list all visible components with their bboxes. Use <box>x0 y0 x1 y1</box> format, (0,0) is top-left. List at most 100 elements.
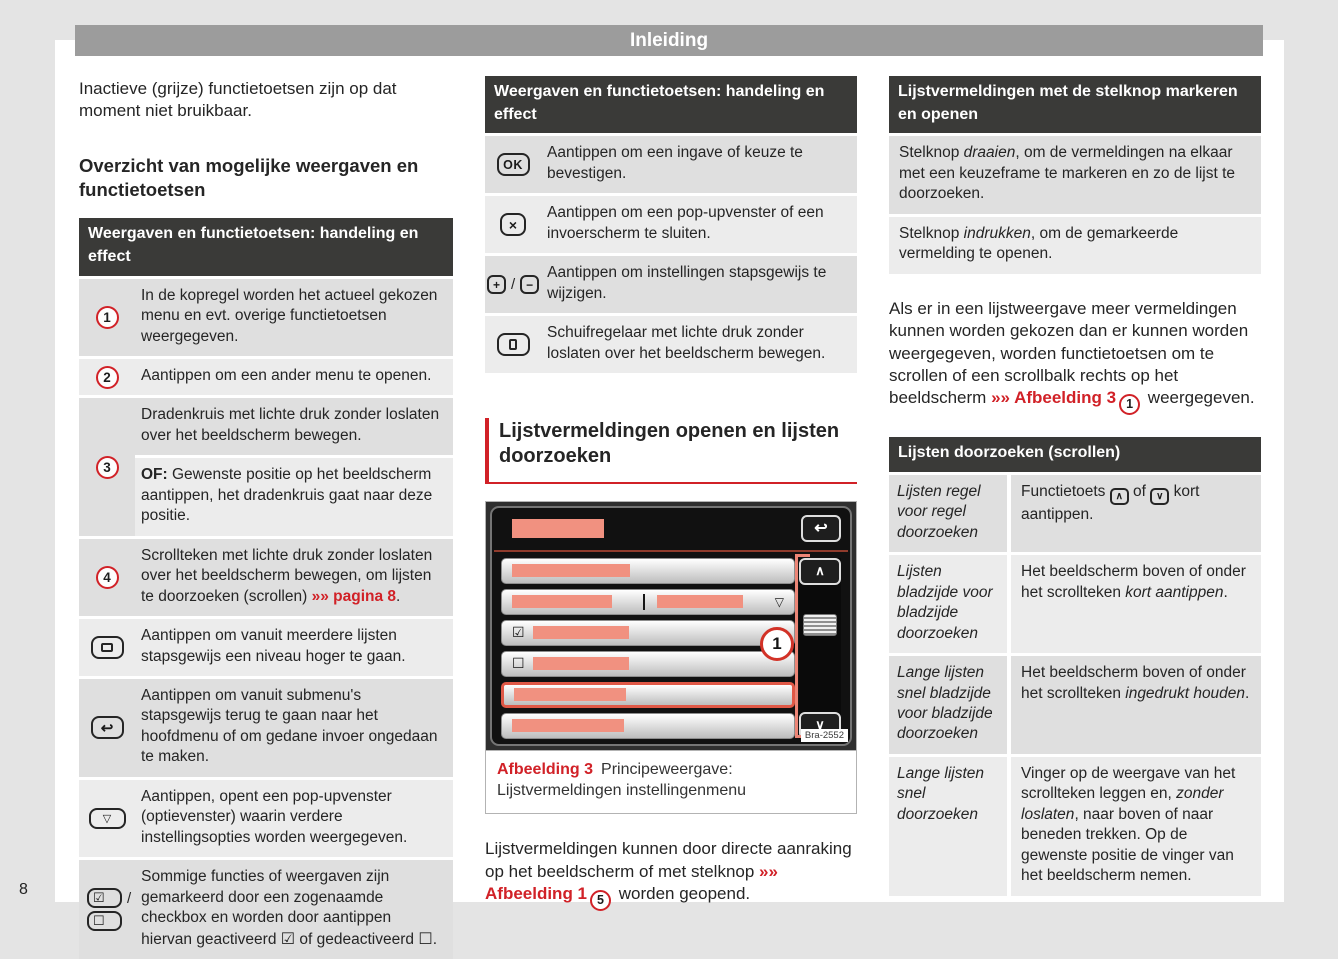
figure-code: Bra-2552 <box>800 728 848 742</box>
icon-cell: 4 <box>79 539 135 616</box>
circled-2-icon: 2 <box>95 365 119 389</box>
row-text: OF: Gewenste positie op het beeldscherm … <box>135 458 453 536</box>
table-row: ▽ Aantippen, opent een pop-upvenster (op… <box>79 779 453 858</box>
row-text-part: , naar boven of naar beneden trekken. Op… <box>1021 805 1234 885</box>
row-text-part: Scrollteken met lichte druk zonder losla… <box>141 546 433 605</box>
middle-table: Weergaven en functietoetsen: handeling e… <box>485 76 857 374</box>
plus-icon: + <box>487 275 506 295</box>
text-placeholder <box>512 719 624 733</box>
row-text-stack: Dradenkruis met lichte druk zonder losla… <box>135 398 453 536</box>
paragraph-part: Lijstvermeldingen kunnen door directe aa… <box>485 839 852 881</box>
row-text-part: kort aantippen. <box>1021 482 1200 524</box>
table-row: 2 Aantippen om een ander menu te openen. <box>79 359 453 396</box>
table-row: OK Aantippen om een ingave of keuze te b… <box>485 136 857 194</box>
row-text-part: of <box>1128 482 1151 500</box>
row-text: Aantippen om een ingave of keuze te beve… <box>547 144 803 182</box>
row-text-part: , om de gemarkeerde vermelding te openen… <box>899 224 1179 263</box>
emphasis-ingedrukt-houden: ingedrukt houden <box>1125 684 1246 702</box>
slash-separator: / <box>127 889 132 907</box>
afbeelding-1-link[interactable]: »» Afbeelding 1 <box>485 861 778 904</box>
text-placeholder <box>514 688 626 702</box>
screen-list: ▽ ☑ ☐ <box>501 557 795 739</box>
table-row: 1 In de kopregel worden het actueel geko… <box>79 278 453 357</box>
paragraph-part: weergegeven. <box>1143 388 1255 408</box>
row-label: Lange lijsten snel bladzijde voor bladzi… <box>889 656 1007 754</box>
checkbox-checked-icon: ☑ <box>87 888 122 909</box>
ok-button-icon: OK <box>496 153 530 177</box>
icon-cell: ☑ / ☐ <box>79 860 135 959</box>
icon-cell: × <box>485 196 541 253</box>
table-row: + / − Aantippen om instellingen stapsgew… <box>485 256 857 314</box>
scrollbar-thumb <box>803 613 837 636</box>
row-text-part: of gedeactiveerd <box>295 930 419 948</box>
emphasis-kort-aantippen: kort aantippen <box>1125 583 1224 601</box>
row-label: Lijsten regel voor regel doorzoeken <box>889 474 1007 553</box>
window-glyph <box>101 643 113 653</box>
icon-cell: 1 <box>79 279 135 356</box>
circled-1-ref: 1 <box>1119 394 1141 416</box>
table-row: 4 Scrollteken met lichte druk zonder los… <box>79 538 453 617</box>
icon-cell <box>485 316 541 373</box>
middle-paragraph: Lijstvermeldingen kunnen door directe aa… <box>485 838 857 912</box>
row-text-part: Het beeldscherm boven of onder het scrol… <box>1021 563 1246 601</box>
checkbox-unchecked-icon: ☐ <box>512 655 525 672</box>
right-table-1: Lijstvermeldingen met de stelknop marker… <box>889 76 1261 274</box>
row-text: Sommige functies of weergaven zijn gemar… <box>135 860 453 959</box>
table-row: Lange lijsten snel bladzijde voor bladzi… <box>889 656 1261 754</box>
right-table-2-header: Lijsten doorzoeken (scrollen) <box>889 437 1261 472</box>
text-placeholder <box>512 564 630 578</box>
slash-separator: / <box>511 276 516 294</box>
row-text: Stelknop indrukken, om de gemarkeerde ve… <box>889 217 1261 274</box>
icon-cell: 2 <box>79 359 135 395</box>
left-column: Inactieve (grijze) functietoetsen zijn o… <box>79 76 453 959</box>
checkbox-unchecked-icon: ☐ <box>87 911 122 932</box>
icon-cell: + / − <box>485 256 541 313</box>
text-placeholder <box>532 657 629 671</box>
screen-title-placeholder <box>512 518 604 538</box>
row-text: Vinger op de weergave van het scrollteke… <box>1011 756 1261 896</box>
row-text-part: Het beeldscherm boven of onder het scrol… <box>1021 664 1246 702</box>
slider-handle-glyph <box>509 339 517 351</box>
figure-3: ↩ ▽ ☑ <box>485 500 857 815</box>
emphasis-zonder-loslaten: zonder loslaten <box>1021 785 1224 823</box>
row-text: Functietoets ∧ of ∨ kort aantippen. <box>1011 474 1261 553</box>
text-placeholder <box>512 595 612 609</box>
scrollbar: ∧ ∨ <box>799 557 841 739</box>
table-row: ↩ Aantippen om vanuit submenu's stapsgew… <box>79 679 453 777</box>
row-text: Aantippen om een ander menu te openen. <box>141 367 432 385</box>
chevron-up-icon: ∧ <box>1109 488 1129 506</box>
page-8-link[interactable]: »» pagina 8 <box>311 587 397 605</box>
text-placeholder <box>532 626 629 640</box>
chevron-down-icon: ∨ <box>1150 488 1170 506</box>
table-row: Schuifregelaar met lichte druk zonder lo… <box>485 316 857 374</box>
right-table-2: Lijsten doorzoeken (scrollen) Lijsten re… <box>889 437 1261 896</box>
inline-checked-icon: ☑ <box>280 930 296 948</box>
right-paragraph: Als er in een lijstweergave meer vermeld… <box>889 298 1261 416</box>
list-item: ☑ <box>501 619 795 646</box>
row-label: Lange lijsten snel doorzoeken <box>889 756 1007 896</box>
row-text-part: Stelknop <box>899 224 964 242</box>
afbeelding-3-link[interactable]: »» Afbeelding 3 <box>991 388 1117 408</box>
figure-caption-text: Principeweergave: Lijstvermeldingen inst… <box>497 760 747 799</box>
table-row: × Aantippen om een pop-upvenster of een … <box>485 196 857 254</box>
checkbox-checked-icon: ☑ <box>512 624 525 641</box>
paragraph-part: Als er in een lijstweergave meer vermeld… <box>889 298 1249 408</box>
section-heading: Lijstvermeldingen openen en lijsten door… <box>485 418 857 484</box>
list-item <box>501 712 795 739</box>
callout-bracket-top <box>795 553 810 557</box>
table-row: Lange lijsten snel doorzoeken Vinger op … <box>889 756 1261 896</box>
middle-table-header: Weergaven en functietoetsen: handeling e… <box>485 76 857 134</box>
row-text: Aantippen om vanuit submenu's stapsgewij… <box>141 687 438 766</box>
row-text-part: Gewenste positie op het beeldscherm aant… <box>141 466 433 525</box>
middle-column: Weergaven en functietoetsen: handeling e… <box>485 76 857 912</box>
icon-cell: 3 <box>79 398 135 536</box>
left-table-header: Weergaven en functietoetsen: handeling e… <box>79 218 453 276</box>
icon-cell: ↩ <box>79 679 135 777</box>
row-text: In de kopregel worden het actueel gekoze… <box>141 286 438 345</box>
icon-cell: OK <box>485 136 541 193</box>
overview-heading: Overzicht van mogelijke weergaven en fun… <box>79 154 419 200</box>
figure-caption: Afbeelding 3 Principeweergave: Lijstverme… <box>486 749 856 814</box>
row-text: Schuifregelaar met lichte druk zonder lo… <box>547 324 826 362</box>
table-row: Stelknop draaien, om de vermeldingen na … <box>889 136 1261 214</box>
circled-5-ref: 5 <box>590 890 612 912</box>
